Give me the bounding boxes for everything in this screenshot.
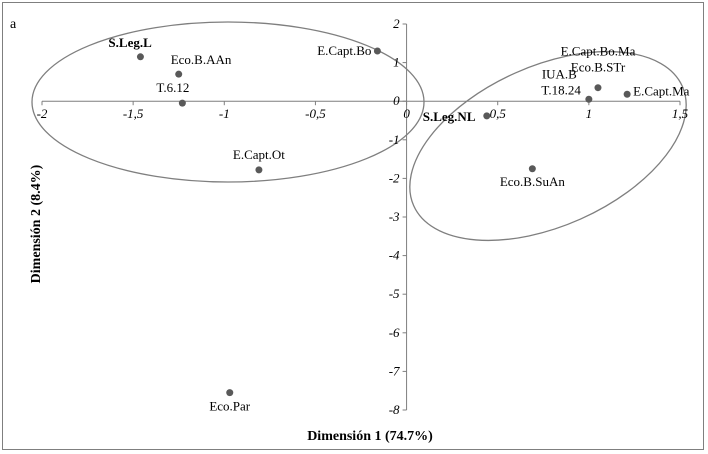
y-tick-label: -4 bbox=[389, 248, 400, 263]
data-point bbox=[175, 70, 183, 78]
point-label: E.Capt.Ma bbox=[633, 83, 690, 98]
cluster-ellipse-left bbox=[31, 21, 425, 183]
x-tick-label: -2 bbox=[37, 106, 48, 121]
y-tick-label: -7 bbox=[389, 363, 400, 378]
y-tick-label: 1 bbox=[393, 55, 400, 70]
data-point bbox=[528, 165, 536, 173]
data-point bbox=[226, 389, 234, 397]
point-label: T.6.12 bbox=[156, 80, 189, 95]
y-tick-label: 2 bbox=[393, 16, 400, 31]
panel-label: a bbox=[10, 17, 17, 32]
y-tick-label: -8 bbox=[389, 402, 400, 417]
point-label: Eco.B.STr bbox=[571, 60, 626, 75]
y-tick-label: -2 bbox=[389, 170, 400, 185]
point-label: Eco.B.AAn bbox=[171, 52, 232, 67]
x-tick-label: 1,5 bbox=[672, 106, 689, 121]
point-label: T.18.24 bbox=[541, 82, 581, 97]
x-tick-label: -1,5 bbox=[123, 106, 144, 121]
y-tick-label: -3 bbox=[389, 209, 400, 224]
data-point bbox=[594, 84, 602, 92]
x-tick-label: 1 bbox=[586, 106, 593, 121]
point-label: IUA.B bbox=[542, 66, 577, 81]
x-tick-label: -0,5 bbox=[305, 106, 326, 121]
y-axis-title: Dimensión 2 (8.4%) bbox=[29, 164, 44, 283]
point-label: S.Leg.L bbox=[108, 35, 152, 50]
data-point bbox=[178, 99, 186, 107]
data-point bbox=[483, 112, 491, 120]
point-label: S.Leg.NL bbox=[423, 109, 476, 124]
x-tick-label: -1 bbox=[219, 106, 230, 121]
data-points: S.Leg.L Eco.B.AAn T.6.12 E.Capt.Bo E.Capt.Ot… bbox=[108, 35, 689, 414]
point-label: E.Capt.Bo bbox=[317, 43, 371, 58]
y-tick-label: -1 bbox=[389, 132, 400, 147]
data-point bbox=[585, 95, 593, 103]
x-axis-title: Dimensión 1 (74.7%) bbox=[307, 429, 433, 444]
point-label: Eco.Par bbox=[209, 399, 250, 414]
y-tick-label: 0 bbox=[393, 93, 400, 108]
point-label: E.Capt.Bo.Ma bbox=[561, 44, 636, 59]
data-point bbox=[136, 53, 144, 61]
chart-frame bbox=[2, 2, 704, 450]
x-tick-label: 0 bbox=[403, 106, 410, 121]
data-point bbox=[623, 90, 631, 98]
x-tick-label: 0,5 bbox=[490, 106, 507, 121]
y-tick-label: -6 bbox=[389, 325, 400, 340]
data-point bbox=[373, 47, 381, 55]
point-label: E.Capt.Ot bbox=[233, 147, 285, 162]
data-point bbox=[255, 166, 263, 174]
y-tick-label: -5 bbox=[389, 286, 400, 301]
cluster-ellipse-right bbox=[409, 50, 687, 242]
point-label: Eco.B.SuAn bbox=[500, 174, 566, 189]
